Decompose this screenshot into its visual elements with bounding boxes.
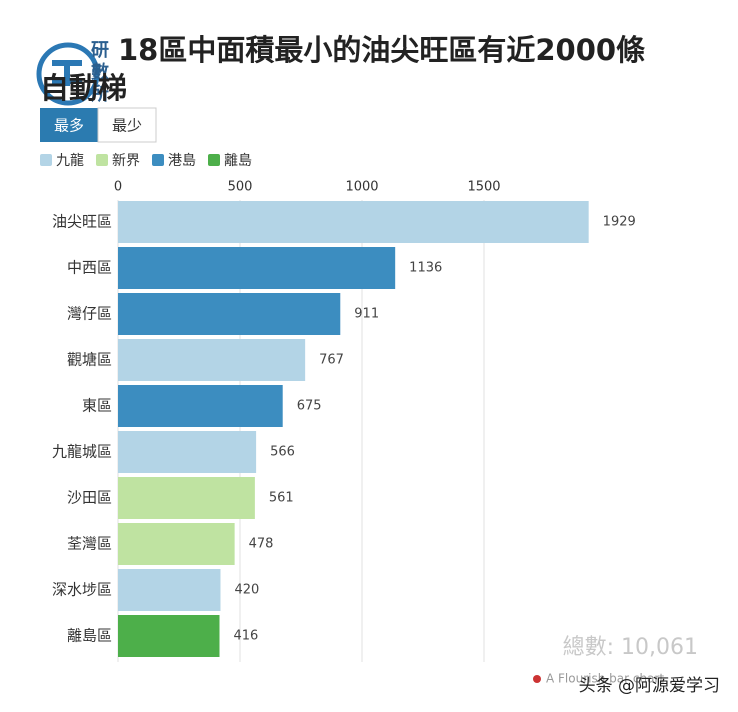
legend-swatch [96, 154, 108, 166]
logo-char: 數 [91, 62, 109, 83]
button-label[interactable]: 最少 [112, 117, 142, 135]
bar [118, 385, 283, 427]
data-label: 478 [249, 537, 274, 552]
y-tick-label: 九龍城區 [52, 443, 112, 461]
data-label: 1136 [409, 261, 442, 276]
button[interactable]: 最少 [97, 107, 157, 143]
legend-label: 港島 [168, 153, 196, 169]
x-tick-label: 0 [114, 180, 122, 195]
data-label: 675 [297, 399, 322, 414]
legend-label: 新界 [112, 153, 140, 169]
data-label: 420 [234, 583, 259, 598]
total-label: 總數: 10,061 [563, 635, 698, 660]
bar [118, 615, 220, 657]
legend-label: 離島 [224, 152, 252, 169]
bar [118, 201, 589, 243]
y-tick-label: 觀塘區 [67, 351, 112, 369]
data-label: 911 [354, 307, 379, 322]
button-bg [40, 108, 98, 142]
y-tick-label: 深水埗區 [52, 581, 112, 599]
bar [118, 293, 341, 335]
data-label: 561 [269, 491, 294, 506]
data-label: 1929 [603, 215, 636, 230]
watermark: 头条 @阿源爱学习 [579, 676, 720, 696]
legend-swatch [152, 154, 164, 166]
data-label: 416 [234, 629, 259, 644]
bar [118, 247, 396, 289]
y-tick-label: 荃灣區 [67, 535, 112, 553]
y-tick-label: 沙田區 [67, 489, 112, 507]
y-tick-label: 灣仔區 [67, 305, 112, 323]
x-tick-label: 1000 [345, 180, 378, 195]
data-label: 566 [270, 445, 295, 460]
logo-bar [64, 60, 70, 86]
logo-char: 所 [91, 84, 109, 105]
chart-title: 18區中面積最小的油尖旺區有近2000條自動梯 [40, 33, 645, 105]
bar [118, 339, 306, 381]
logo-char: 研 [91, 40, 109, 61]
button-bg [97, 107, 157, 143]
legend-label: 九龍 [56, 152, 84, 169]
y-tick-label: 油尖旺區 [52, 213, 112, 231]
button-label[interactable]: 最多 [54, 117, 84, 135]
y-tick-label: 中西區 [67, 259, 112, 277]
footer: A Flourish bar chart [546, 672, 664, 686]
y-tick-label: 離島區 [67, 627, 112, 645]
legend-swatch [40, 154, 52, 166]
footer-icon [533, 675, 541, 683]
x-tick-label: 500 [228, 180, 253, 195]
bar [118, 477, 255, 519]
bar [118, 523, 235, 565]
bar [118, 569, 221, 611]
button[interactable]: 最多 [40, 108, 98, 142]
logo-ring [36, 42, 100, 106]
y-tick-label: 東區 [82, 397, 112, 415]
data-label: 767 [319, 353, 344, 368]
legend-swatch [208, 154, 220, 166]
x-tick-label: 1500 [467, 180, 500, 195]
bar [118, 431, 257, 473]
